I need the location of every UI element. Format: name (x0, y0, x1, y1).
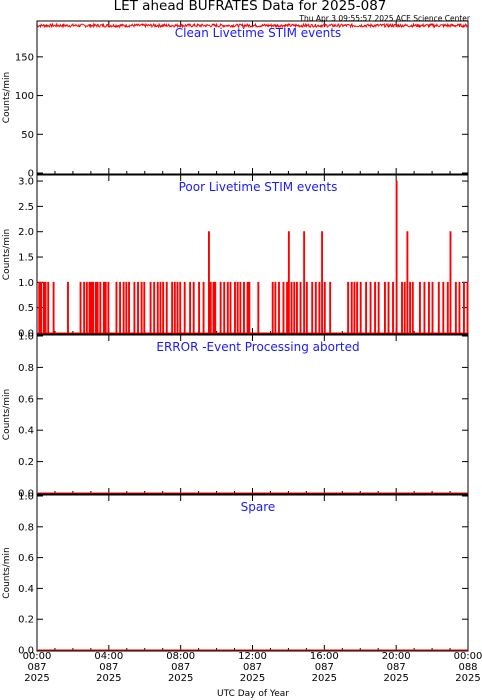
x-tick-label: 087 (315, 662, 334, 673)
y-tick-label: 0.4 (18, 584, 34, 595)
y-tick-label: 0.0 (18, 646, 34, 657)
series-trace (36, 22, 469, 29)
y-tick-label: 2.0 (18, 227, 34, 238)
y-axis-label: Counts/min (2, 547, 12, 598)
y-tick-label: 0.2 (18, 615, 34, 626)
y-tick-label: 0.6 (18, 394, 34, 405)
x-tick-label: 2025 (24, 673, 49, 684)
x-tick-label: 2025 (312, 673, 337, 684)
panel-frame (36, 334, 469, 495)
x-tick-label: 088 (458, 662, 477, 673)
x-axis-label: UTC Day of Year (217, 689, 289, 699)
x-tick-label: 12:00 (238, 651, 267, 662)
panel-4: 0.0 0.2 0.4 0.6 0.8 1.0 Counts/min Spare (2, 492, 469, 657)
panel-title: Poor Livetime STIM events (179, 180, 338, 194)
y-tick-label: 1.5 (18, 253, 34, 264)
x-tick-label: 087 (387, 662, 406, 673)
panel-frame (36, 494, 469, 652)
x-tick-label: 08:00 (166, 651, 195, 662)
y-tick-label: 1.0 (18, 332, 34, 343)
panel-title: ERROR -Event Processing aborted (156, 340, 359, 354)
panel-frame (36, 20, 469, 175)
y-tick-label: 2.5 (18, 202, 34, 213)
x-tick-label: 2025 (168, 673, 193, 684)
x-tick-label: 20:00 (382, 651, 411, 662)
x-tick-label: 00:00 (23, 651, 52, 662)
y-tick-label: 0.6 (18, 553, 34, 564)
page-title: LET ahead BUFRATES Data for 2025-087 (114, 0, 387, 14)
y-tick-label: 150 (15, 52, 34, 63)
y-tick-label: 0.0 (18, 489, 34, 500)
x-tick-label: 2025 (383, 673, 408, 684)
y-tick-label: 0 (28, 169, 34, 180)
y-tick-label: 0.2 (18, 457, 34, 468)
x-tick-label: 16:00 (310, 651, 339, 662)
panel-2: 0.0 0.5 1.0 1.5 2.0 2.5 3.0 Counts/min Poor Live… (2, 174, 469, 340)
x-tick-label: 087 (99, 662, 118, 673)
timestamp: Thu Apr 3 09:55:57 2025 ACE Science Cent… (298, 14, 471, 23)
y-tick-label: 1.0 (18, 492, 34, 503)
y-tick-label: 0.4 (18, 426, 34, 437)
y-tick-label: 0.8 (18, 363, 34, 374)
x-tick-label: 2025 (240, 673, 265, 684)
y-tick-label: 0.5 (18, 303, 34, 314)
y-tick-label: 50 (21, 130, 34, 141)
y-tick-label: 3.0 (18, 177, 34, 188)
y-axis-label: Counts/min (2, 229, 12, 280)
x-tick-label: 2025 (96, 673, 121, 684)
y-tick-label: 1.0 (18, 278, 34, 289)
x-tick-label: 2025 (455, 673, 480, 684)
x-tick-label: 04:00 (94, 651, 123, 662)
y-axis-label: Counts/min (2, 389, 12, 440)
panel-frame (36, 174, 469, 335)
x-tick-label: 087 (27, 662, 46, 673)
x-axis: 00:00087202504:00087202508:00087202512:0… (23, 651, 482, 684)
x-tick-label: 00:00 (454, 651, 482, 662)
panel-title: Clean Livetime STIM events (175, 26, 341, 40)
y-tick-label: 0.8 (18, 522, 34, 533)
x-tick-label: 087 (243, 662, 262, 673)
panel-title: Spare (241, 500, 276, 514)
y-tick-label: 100 (15, 91, 34, 102)
panel-3: 0.0 0.2 0.4 0.6 0.8 1.0 Counts/min ERROR -Event… (2, 332, 469, 500)
y-axis-label: Counts/min (2, 72, 12, 123)
x-tick-label: 087 (171, 662, 190, 673)
series-trace (37, 180, 469, 334)
y-tick-label: 0.0 (18, 329, 34, 340)
